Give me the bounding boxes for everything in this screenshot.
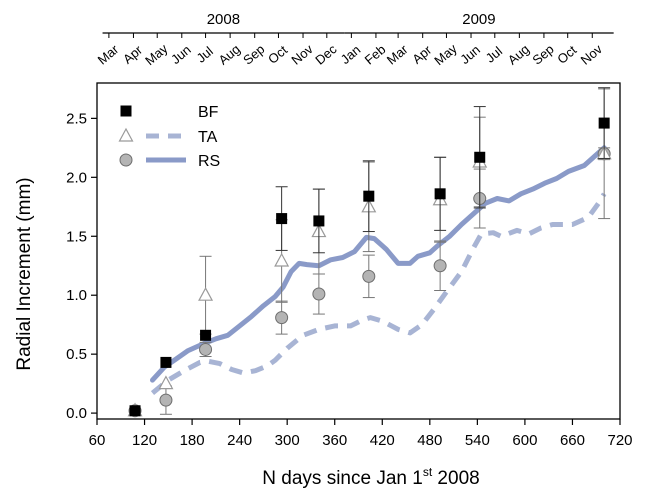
x-tick-label: 360	[322, 432, 347, 449]
point-rs	[159, 393, 173, 407]
x-tick-label: 240	[227, 432, 252, 449]
x-tick-label: 660	[560, 432, 585, 449]
point-rs	[433, 259, 447, 273]
month-label: Oct	[265, 42, 290, 67]
plot-frame	[96, 82, 621, 420]
legend-label-bf: BF	[198, 104, 219, 121]
month-label: Apr	[409, 42, 435, 67]
month-label: Jun	[168, 42, 194, 67]
month-label: Jul	[193, 43, 215, 65]
month-label: Aug	[216, 41, 243, 67]
month-label: Sep	[240, 41, 267, 67]
point-rs	[199, 342, 213, 356]
y-tick-label: 2.0	[66, 169, 87, 186]
x-axis-label-tail: 2008	[432, 468, 480, 489]
point-bf	[200, 329, 212, 341]
month-label: Aug	[505, 41, 532, 67]
point-ta	[198, 286, 214, 301]
y-tick-label: 0.0	[66, 405, 87, 422]
month-label: Jan	[338, 42, 364, 67]
month-label: Mar	[384, 41, 411, 67]
x-axis-label: N days since Jan 1st 2008	[262, 465, 479, 489]
x-tick-label: 480	[417, 432, 442, 449]
trend-line-ta	[150, 192, 607, 396]
x-axis-label-main: N days since Jan 1	[262, 468, 423, 489]
x-tick-label: 540	[465, 432, 490, 449]
y-tick-label: 2.5	[66, 110, 87, 127]
x-axis-label-sup: st	[423, 465, 433, 479]
x-tick-label: 420	[370, 432, 395, 449]
axes: 60 120 180 240 300 360 420 480 540 600 660 720 0.0 0.…	[66, 82, 633, 449]
month-label: Apr	[120, 42, 146, 67]
legend-marker-bf	[120, 105, 132, 117]
legend: BF TA RS	[118, 104, 220, 170]
point-bf	[434, 188, 446, 200]
month-label: Mar	[95, 41, 122, 67]
month-label: Sep	[529, 41, 556, 67]
x-tick-label: 600	[512, 432, 537, 449]
y-axis-label: Radial Increment (mm)	[14, 177, 35, 370]
x-tick-label: 60	[89, 432, 106, 449]
point-bf	[160, 356, 172, 368]
month-label: May	[431, 41, 460, 69]
y-tick-label: 1.0	[66, 287, 87, 304]
point-rs	[275, 311, 289, 325]
legend-label-rs: RS	[198, 153, 220, 170]
trend-lines	[150, 145, 607, 396]
point-rs	[312, 287, 326, 301]
point-bf	[276, 213, 288, 225]
legend-marker-rs	[119, 153, 133, 167]
year-label: 2008	[207, 11, 240, 28]
month-label: Jul	[483, 43, 505, 65]
point-bf	[474, 151, 486, 163]
month-label: Nov	[288, 41, 316, 68]
legend-label-ta: TA	[198, 129, 218, 146]
month-label: Oct	[554, 42, 579, 67]
point-rs	[362, 269, 376, 283]
point-bf	[313, 215, 325, 227]
y-tick-label: 0.5	[66, 346, 87, 363]
x-tick-label: 720	[607, 432, 632, 449]
point-ta	[158, 375, 174, 390]
y-tick-label: 1.5	[66, 228, 87, 245]
legend-marker-ta	[118, 127, 134, 142]
point-bf	[363, 190, 375, 202]
trend-line-rs	[150, 145, 607, 383]
x-tick-label: 120	[132, 432, 157, 449]
month-label: Jun	[457, 42, 483, 67]
x-tick-label: 300	[275, 432, 300, 449]
x-tick-label: 180	[180, 432, 205, 449]
point-ta	[274, 252, 290, 267]
point-bf	[598, 117, 610, 129]
year-label: 2009	[462, 11, 495, 28]
month-label: Dec	[312, 41, 340, 68]
data-points	[127, 87, 612, 418]
month-label: May	[142, 41, 171, 69]
point-bf	[129, 405, 141, 417]
month-label: Nov	[578, 41, 606, 68]
